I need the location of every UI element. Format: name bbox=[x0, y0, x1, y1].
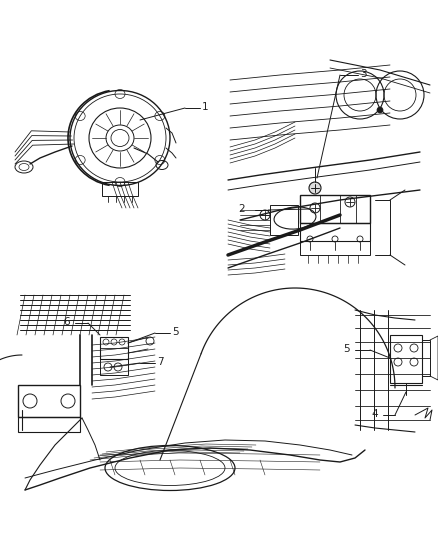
Bar bbox=[270, 205, 298, 235]
Bar bbox=[102, 182, 138, 196]
Bar bbox=[100, 337, 128, 359]
Bar bbox=[300, 195, 370, 223]
Bar bbox=[300, 223, 370, 241]
Text: 5: 5 bbox=[343, 344, 350, 354]
Text: 7: 7 bbox=[157, 357, 164, 367]
Bar bbox=[18, 417, 80, 432]
Text: 1: 1 bbox=[202, 102, 208, 112]
Circle shape bbox=[377, 107, 383, 113]
Bar bbox=[18, 385, 80, 417]
Text: 6: 6 bbox=[63, 317, 70, 327]
Bar bbox=[390, 335, 422, 383]
Text: 2: 2 bbox=[238, 204, 245, 214]
Bar bbox=[300, 241, 370, 255]
Text: 3: 3 bbox=[360, 69, 367, 79]
Text: 5: 5 bbox=[172, 327, 179, 337]
Bar bbox=[422, 340, 430, 376]
Bar bbox=[100, 359, 128, 375]
Text: 4: 4 bbox=[371, 409, 378, 419]
Circle shape bbox=[309, 182, 321, 194]
